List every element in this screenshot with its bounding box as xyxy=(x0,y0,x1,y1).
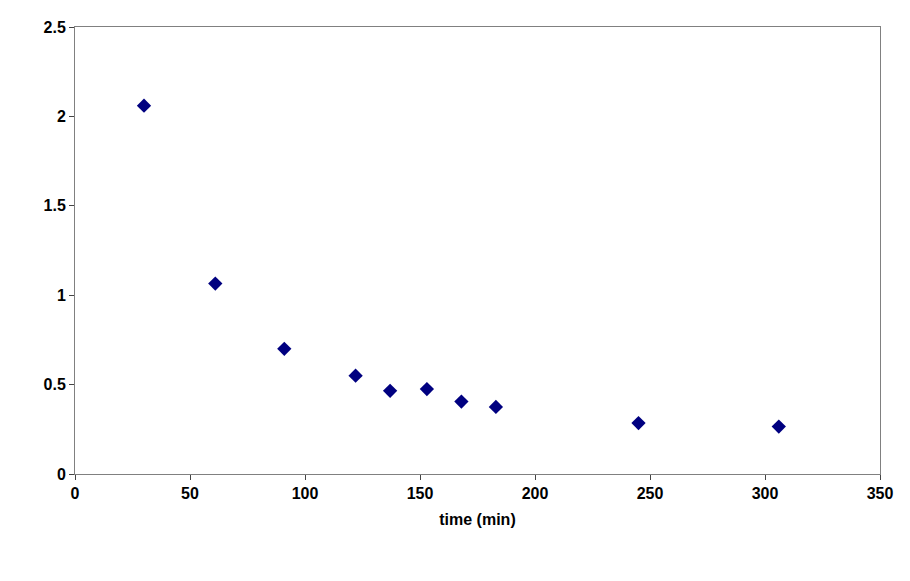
svg-text:150: 150 xyxy=(407,485,434,502)
svg-text:2.5: 2.5 xyxy=(44,19,66,36)
svg-text:0: 0 xyxy=(57,466,66,483)
svg-text:0.5: 0.5 xyxy=(44,376,66,393)
svg-text:50: 50 xyxy=(181,485,199,502)
svg-text:1.5: 1.5 xyxy=(44,197,66,214)
svg-text:time (min): time (min) xyxy=(439,511,515,528)
svg-text:100: 100 xyxy=(292,485,319,502)
svg-text:300: 300 xyxy=(752,485,779,502)
svg-text:200: 200 xyxy=(522,485,549,502)
svg-text:2: 2 xyxy=(57,108,66,125)
svg-text:1: 1 xyxy=(57,287,66,304)
svg-text:250: 250 xyxy=(637,485,664,502)
svg-text:0: 0 xyxy=(71,485,80,502)
svg-text:350: 350 xyxy=(867,485,894,502)
